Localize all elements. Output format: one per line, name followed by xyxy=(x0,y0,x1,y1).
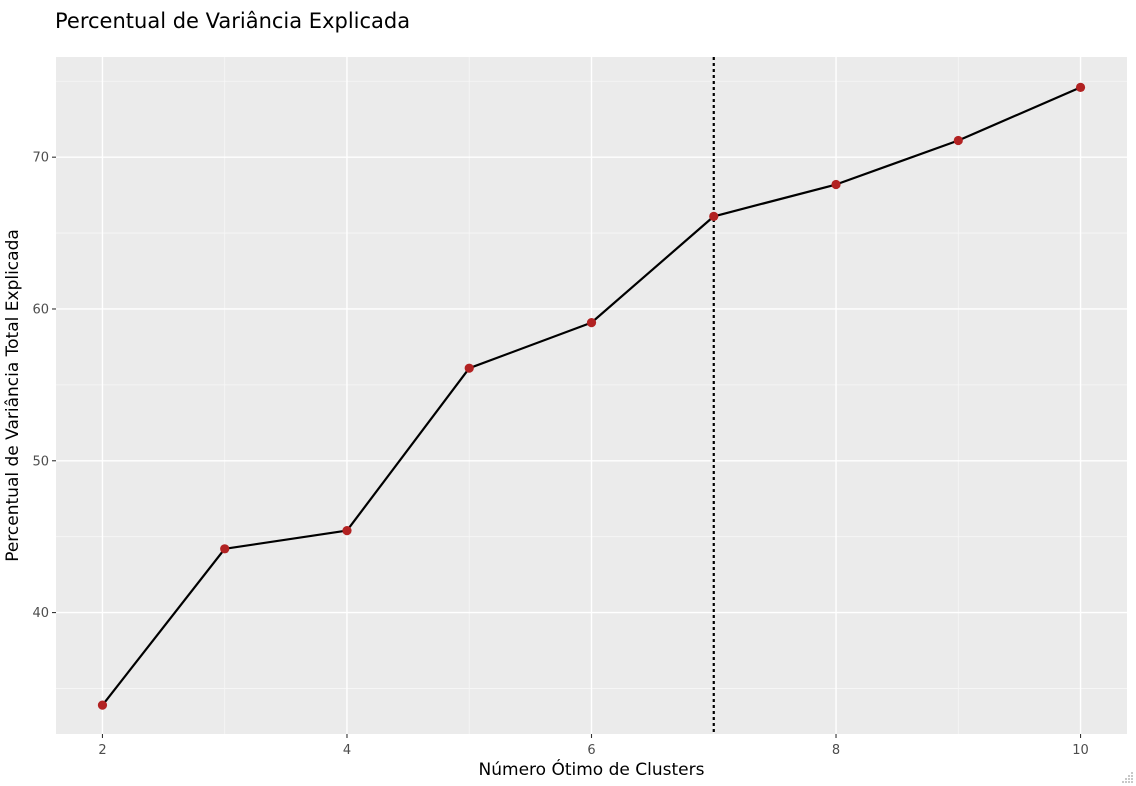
x-tick-label: 8 xyxy=(832,743,840,758)
resize-grip-icon[interactable] xyxy=(1120,770,1134,784)
data-point xyxy=(97,700,108,710)
axis-ticks: 2 4 6 8 10 40 50 60 70 xyxy=(32,151,1088,758)
y-tick-label: 70 xyxy=(32,151,49,166)
data-point xyxy=(1075,82,1086,92)
x-tick-label: 10 xyxy=(1072,743,1089,758)
data-point xyxy=(953,135,963,146)
data-point xyxy=(709,211,719,221)
series-group xyxy=(97,82,1086,710)
data-point xyxy=(464,363,474,373)
x-axis-label: Número Ótimo de Clusters xyxy=(479,758,705,780)
y-tick-label: 40 xyxy=(32,606,49,621)
y-tick-label: 50 xyxy=(32,454,49,469)
x-tick-label: 4 xyxy=(343,743,351,758)
data-point xyxy=(342,525,352,536)
x-tick-label: 6 xyxy=(587,743,595,758)
y-tick-label: 60 xyxy=(32,302,49,317)
data-point xyxy=(586,318,597,328)
y-axis-label: Percentual de Variância Total Explicada xyxy=(3,229,23,562)
data-point xyxy=(220,544,230,554)
x-tick-label: 2 xyxy=(98,743,106,758)
data-point xyxy=(831,179,841,190)
chart-title: Percentual de Variância Explicada xyxy=(55,9,410,33)
grid-lines xyxy=(56,57,1127,734)
